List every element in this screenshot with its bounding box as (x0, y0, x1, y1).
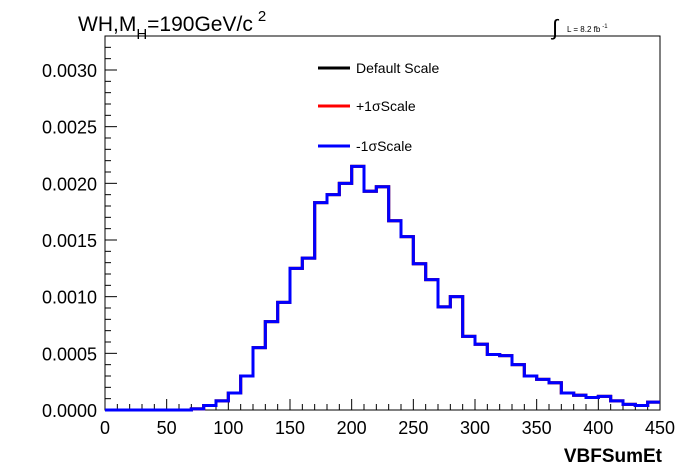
y-tick-label: 0.0005 (42, 344, 97, 364)
legend-label: -1σScale (356, 138, 412, 154)
y-tick-label: 0.0025 (42, 118, 97, 138)
lumi-superscript: -1 (602, 24, 608, 30)
x-tick-label: 150 (275, 418, 305, 438)
x-axis-label: VBFSumEt (564, 446, 663, 467)
lumi-text: L = 8.2 fb (567, 25, 601, 34)
title-superscript: 2 (258, 8, 266, 25)
lumi-label: L = 8.2 fb -1 (567, 24, 608, 34)
legend: Default Scale +1σScale -1σScale (318, 60, 439, 154)
series-0-step-line (105, 164, 660, 412)
legend-label: +1σScale (356, 98, 416, 114)
lumi-integral-icon: ∫ (550, 15, 560, 40)
x-tick-label: 250 (398, 418, 428, 438)
x-tick-label: 350 (522, 418, 552, 438)
x-tick-label: 0 (100, 418, 110, 438)
x-tick-label: 400 (583, 418, 613, 438)
series-1-step-line (105, 164, 660, 412)
legend-label: Default Scale (356, 60, 439, 76)
plot-frame (104, 35, 661, 411)
x-axis-ticks: 0 50 100 150 200 250 300 350 400 450 (100, 399, 675, 438)
title-subscript: H (136, 26, 147, 43)
x-tick-label: 450 (645, 418, 675, 438)
title-prefix: WH,M (78, 13, 136, 36)
y-tick-label: 0.0030 (42, 61, 97, 81)
title-suffix: =190GeV/c (147, 13, 253, 36)
y-tick-label: 0.0020 (42, 174, 97, 194)
x-tick-label: 50 (157, 418, 177, 438)
y-tick-label: 0.0000 (42, 401, 97, 421)
series-2-step-line (105, 164, 660, 412)
series-layer (105, 164, 660, 412)
x-tick-label: 200 (337, 418, 367, 438)
y-tick-label: 0.0010 (42, 288, 97, 308)
y-tick-label: 0.0015 (42, 231, 97, 251)
chart-title: WH,MH=190GeV/c 2 (78, 8, 266, 43)
y-axis-ticks: 0.0000 0.0005 0.0010 0.0015 0.0020 0.0025 0.00… (42, 35, 117, 421)
x-tick-label: 300 (460, 418, 490, 438)
x-tick-label: 100 (213, 418, 243, 438)
